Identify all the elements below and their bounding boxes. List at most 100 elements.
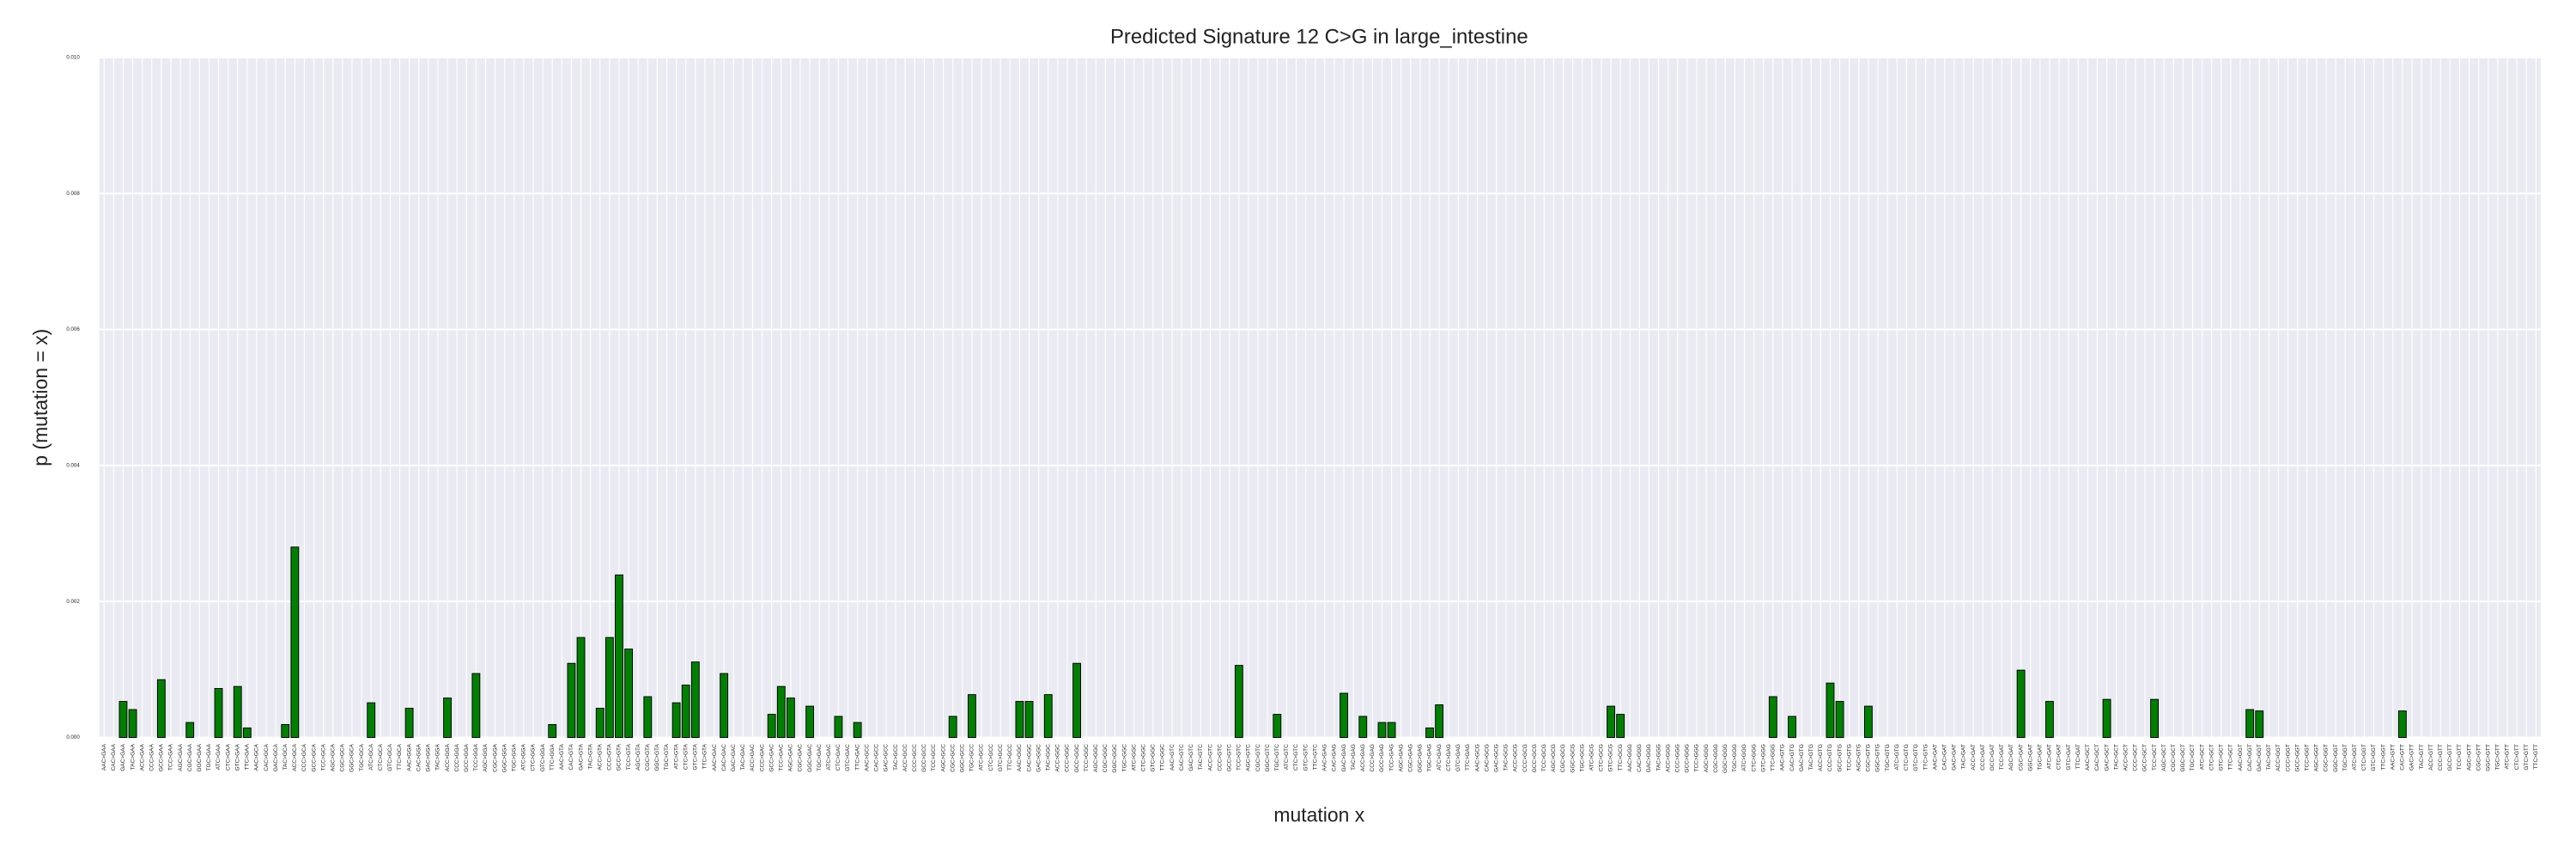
x-tick-label: GAC>GGA (426, 744, 432, 772)
x-tick-label: CTC>GGC (1141, 744, 1147, 771)
x-tick-label: TGC>GAT (2038, 744, 2044, 770)
x-tick-label: CCC>GCC (912, 744, 918, 772)
x-tick-label: GCC>GAG (1379, 744, 1385, 772)
x-tick-label: GAC>GAG (1341, 744, 1347, 771)
bar (471, 673, 481, 738)
x-tick-label: CTC>GGG (1751, 744, 1757, 771)
bar (1340, 692, 1348, 738)
x-tick-label: TCC>GGC (1084, 744, 1090, 771)
x-tick-label: ATC>GGT (2352, 744, 2358, 770)
x-tick-label: TAC>GCG (1504, 744, 1510, 771)
x-tick-label: TAC>GTA (587, 744, 593, 770)
x-tick-label: GAC>GGC (1036, 744, 1042, 772)
bar (118, 701, 128, 738)
x-tick-label: AAC>GGA (406, 743, 412, 771)
x-tick-label: CCC>GAG (1370, 744, 1376, 771)
x-tick-label: TTC>GAG (1465, 744, 1471, 771)
x-tick-label: TGC>GGT (2342, 744, 2348, 771)
x-tick-label: GAC>GAT (1952, 744, 1958, 771)
bar (671, 702, 681, 738)
x-tick-label: ATC>GCA (368, 743, 374, 770)
x-tick-label: GCC>GTC (1226, 744, 1232, 771)
bar (233, 685, 242, 738)
x-tick-label: GCC>GTT (2447, 744, 2453, 771)
x-tick-label: TGC>GCG (1579, 744, 1585, 771)
x-tick-label: CAC>GGT (2247, 744, 2253, 771)
x-tick-label: AAC>GAC (712, 744, 718, 771)
x-tick-label: CAC>GTA (568, 743, 574, 770)
x-tick-label: GAC>GAC (731, 744, 737, 771)
x-tick-label: GAC>GCA (273, 743, 279, 771)
y-tick-label: 0.006 (66, 326, 80, 332)
x-tick-label: TTC>GCC (1007, 744, 1013, 771)
bar (605, 637, 614, 738)
x-tick-label: ACC>GTG (1818, 744, 1824, 771)
x-tick-label: AGC>GAG (1398, 744, 1404, 771)
x-tick-label: CGC>GGA (492, 743, 498, 771)
x-tick-label: CGC>GTA (645, 743, 651, 771)
x-tick-label: CCC>GAC (759, 744, 765, 771)
x-tick-label: ATC>GAG (1437, 744, 1443, 771)
x-tick-label: AAC>GTC (1170, 744, 1176, 771)
x-tick-label: TAC>GTC (1198, 744, 1204, 770)
x-tick-label: TAC>GTT (2419, 744, 2425, 769)
x-tick-label: GTC>GAG (1455, 744, 1461, 771)
x-tick-label: TAC>GCC (893, 744, 899, 771)
bar (643, 696, 653, 738)
x-tick-label: GAC>GCG (1493, 744, 1499, 772)
x-tick-label: GCC>GCC (921, 744, 927, 772)
x-tick-label: AAC>GCG (1474, 744, 1480, 771)
bar (690, 661, 700, 738)
x-tick-label: GTC>GCT (2219, 744, 2225, 771)
x-tick-label: GGC>GTA (654, 743, 660, 771)
x-tick-label: GCC>GCA (311, 743, 317, 771)
y-tick-label: 0.008 (66, 191, 80, 197)
x-tick-label: TGC>GTC (1274, 744, 1280, 771)
x-tick-label: GGC>GTG (1875, 744, 1881, 772)
x-tick-label: AGC>GCC (940, 744, 946, 772)
x-tick-label: GAC>GTG (1799, 744, 1805, 771)
bar (720, 673, 729, 738)
bar (2245, 709, 2255, 738)
x-tick-label: GTC>GCC (998, 744, 1004, 771)
x-tick-label: GGC>GAG (1418, 744, 1424, 772)
x-tick-label: CAC>GCG (1484, 744, 1490, 771)
x-tick-label: TGC>GTT (2495, 744, 2501, 771)
x-tick-label: TCC>GTA (626, 744, 632, 771)
bar (367, 702, 376, 738)
x-tick-label: TCC>GGG (1694, 744, 1700, 771)
x-tick-label: CGC>GTG (1866, 744, 1872, 771)
x-tick-label: TCC>GAG (1388, 744, 1394, 771)
x-tick-label: ATC>GGG (1741, 744, 1747, 771)
x-tick-label: GGC>GAA (197, 744, 203, 772)
x-tick-label: TTC>GCG (1618, 744, 1624, 771)
x-tick-label: CTC>GTC (1293, 744, 1299, 771)
x-tick-label: CTC>GCG (1599, 744, 1605, 771)
x-tick-label: TAC>GCA (283, 743, 289, 770)
x-tick-label: CGC>GGT (2324, 744, 2330, 771)
bar (1863, 705, 1873, 738)
x-tick-label: GTC>GTT (2524, 744, 2530, 771)
x-tick-label: TAC>GGC (1045, 744, 1051, 771)
bar (242, 727, 252, 738)
bar (2255, 710, 2264, 738)
x-tick-label: CCC>GAT (1980, 744, 1986, 771)
x-tick-label: TCC>GGA (473, 743, 479, 771)
x-tick-label: TCC>GTG (1846, 744, 1852, 771)
x-tick-label: TTC>GTT (2533, 744, 2539, 769)
bar (156, 679, 166, 738)
x-tick-label: AGC>GCA (331, 743, 337, 771)
bar (1015, 701, 1024, 738)
y-tick-label: 0.000 (66, 734, 80, 740)
x-tick-label: ATC>GTT (2505, 744, 2511, 769)
x-tick-label: GCC>GCT (2142, 744, 2148, 771)
bar (2397, 710, 2407, 738)
x-tick-label: CGC>GCC (950, 744, 956, 772)
x-tick-label: GGC>GTT (2486, 744, 2492, 771)
x-tick-label: TGC>GCT (2190, 744, 2196, 771)
x-tick-label: AGC>GTC (1246, 744, 1252, 771)
x-tick-label: AAC>GTT (2390, 744, 2396, 770)
bar (1043, 694, 1053, 738)
x-tick-label: GGC>GGA (501, 744, 507, 773)
x-tick-label: AGC>GAC (788, 744, 794, 771)
